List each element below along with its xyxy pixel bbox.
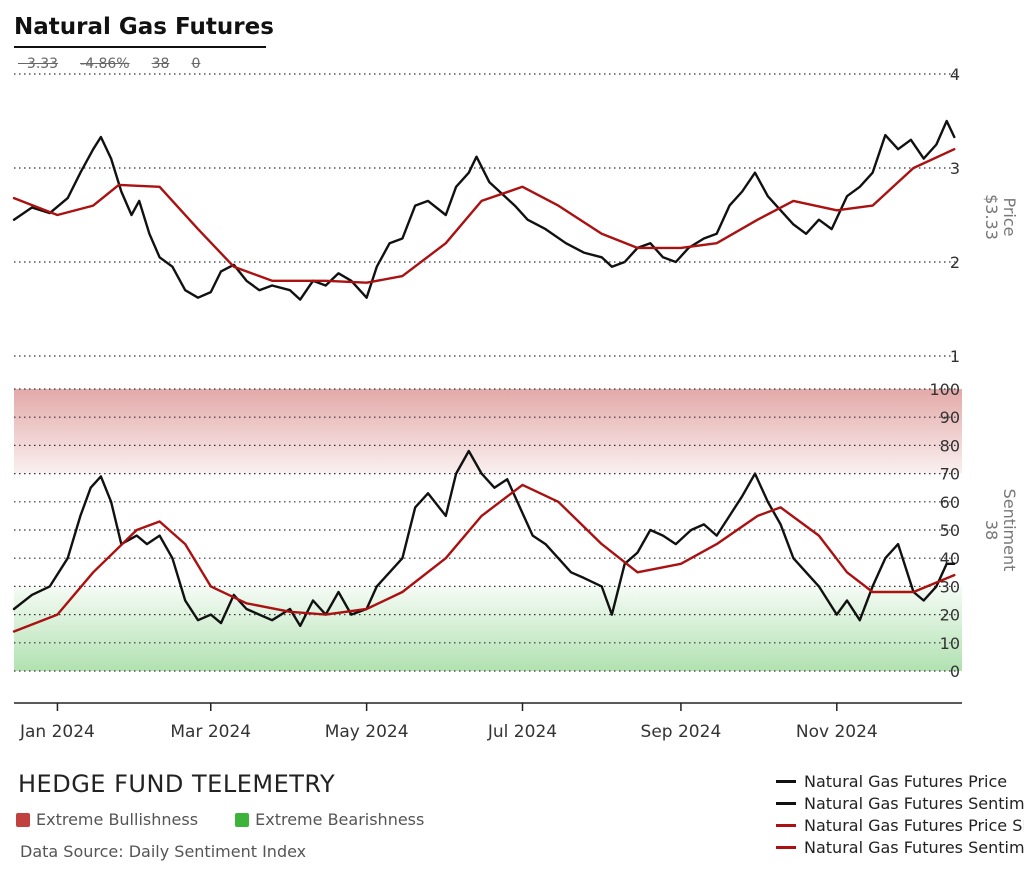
price-tick-label: 2: [950, 253, 960, 272]
sentiment-tick-label: 30: [940, 577, 960, 596]
sentiment-axis-value: 38: [982, 520, 1001, 540]
x-tick-label: Jan 2024: [19, 722, 95, 742]
chart-title: Natural Gas Futures: [14, 14, 274, 40]
legend-item-sentiment[interactable]: Natural Gas Futures Sentiment: [776, 792, 1024, 814]
data-source: Data Source: Daily Sentiment Index: [20, 842, 307, 861]
brand-name: HEDGE FUND TELEMETRY: [18, 770, 336, 798]
sentiment-tick-label: 50: [940, 521, 960, 540]
legend-label-price-sma: Natural Gas Futures Price SMA: [804, 815, 1024, 835]
sentiment-tick-label: 20: [940, 606, 960, 625]
legend-line-price: [776, 779, 796, 783]
bearish-swatch: [235, 812, 250, 827]
sentiment-axis-title: Sentiment: [1000, 489, 1019, 572]
sentiment-tick-label: 0: [950, 662, 960, 681]
x-tick-label: Nov 2024: [796, 722, 878, 742]
legend-item-price[interactable]: Natural Gas Futures Price: [776, 770, 1024, 792]
stat-sentiment: 38: [151, 56, 170, 72]
x-tick-label: May 2024: [325, 722, 409, 742]
sentiment-tick-label: 70: [940, 465, 960, 484]
bullish-label: Extreme Bullishness: [36, 810, 199, 829]
stats-row: 3.33 -4.86% 38 0: [18, 40, 222, 72]
title-underline: [14, 46, 266, 48]
zone-key: Extreme Bullishness Extreme Bearishness: [16, 810, 456, 831]
x-tick-label: Jul 2024: [487, 722, 557, 742]
legend-label-sentiment: Natural Gas Futures Sentiment: [804, 793, 1024, 813]
bearish-label: Extreme Bearishness: [255, 810, 425, 829]
zone-key-bullish: Extreme Bullishness: [16, 810, 198, 829]
legend-label-sentiment-sma: Natural Gas Futures Sentiment SMA: [804, 837, 1024, 857]
legend-line-price-sma: [776, 823, 796, 827]
price-axis-title: Price: [1000, 197, 1019, 236]
sentiment-tick-label: 80: [940, 436, 960, 455]
price-axis-label: Price$3.33: [982, 194, 1019, 240]
legend-line-sentiment: [776, 801, 796, 805]
sentiment-tick-label: 100: [929, 380, 960, 399]
sentiment-tick-label: 40: [940, 549, 960, 568]
price-axis-value: $3.33: [982, 194, 1001, 240]
sentiment-tick-label: 10: [940, 634, 960, 653]
sentiment-line: [12, 449, 956, 628]
extreme-bearish-band: [14, 586, 962, 671]
stat-extra: 0: [191, 56, 201, 72]
stat-price: 3.33: [26, 56, 59, 72]
x-tick-label: Sep 2024: [641, 722, 722, 742]
legend-label-price: Natural Gas Futures Price: [804, 771, 1008, 791]
sentiment-sma-line: [12, 483, 956, 633]
legend-item-sentiment-sma[interactable]: Natural Gas Futures Sentiment SMA: [776, 836, 1024, 858]
bullish-swatch: [16, 812, 30, 827]
price-tick-label: 1: [950, 347, 960, 366]
chart-canvas: 1 2 3 4 Price$3.33 0 10 20 30 40 50 60 70 80 90 100 Sent…: [12, 65, 1019, 742]
price-line: [12, 119, 956, 301]
legend-line-sentiment-sma: [776, 845, 796, 849]
extreme-bullish-band: [14, 389, 962, 474]
sentiment-tick-label: 90: [940, 408, 960, 427]
stat-change: -4.86%: [80, 56, 130, 72]
zone-key-bearish: Extreme Bearishness: [235, 810, 424, 829]
price-tick-label: 4: [950, 65, 960, 84]
sentiment-tick-label: 60: [940, 493, 960, 512]
legend: Natural Gas Futures Price Natural Gas Fu…: [776, 770, 1024, 858]
price-sma-line: [12, 148, 956, 284]
x-tick-label: Mar 2024: [170, 722, 251, 742]
price-tick-label: 3: [950, 159, 960, 178]
legend-item-price-sma[interactable]: Natural Gas Futures Price SMA: [776, 814, 1024, 836]
